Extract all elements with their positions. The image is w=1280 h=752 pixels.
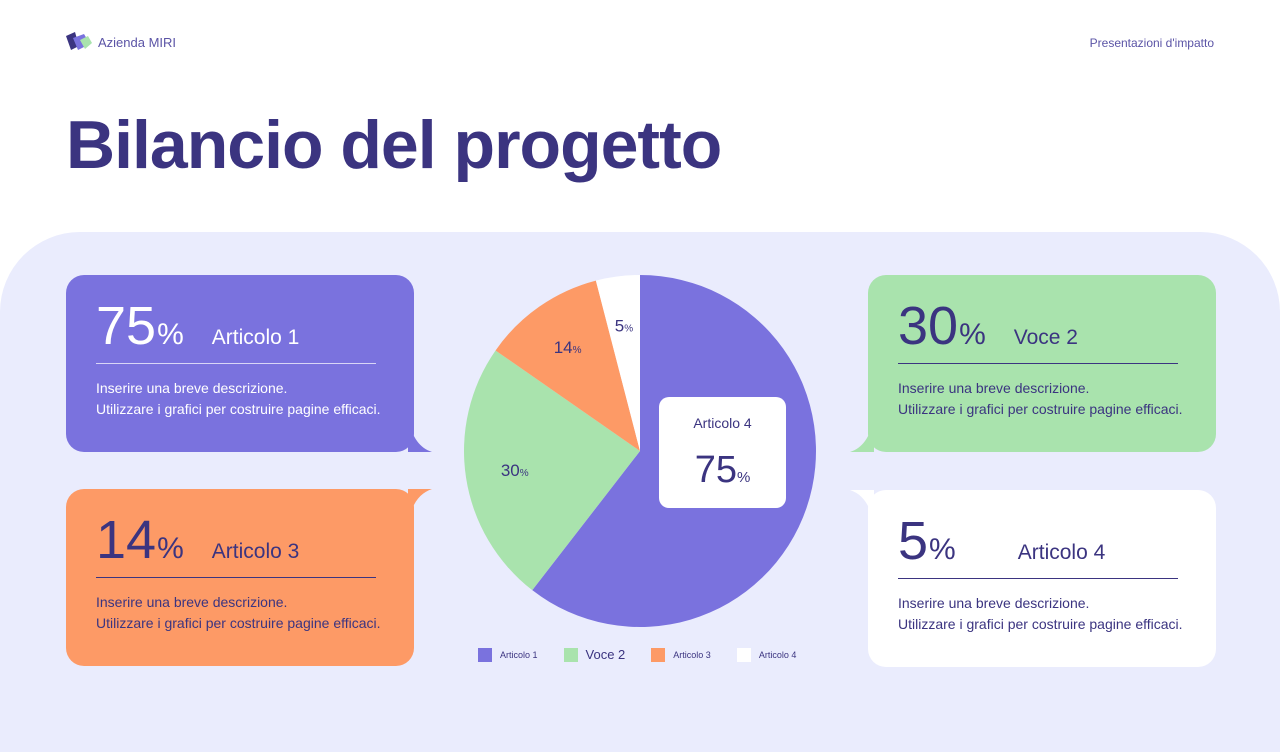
card-articolo-4: 5 % Articolo 4 Inserire una breve descri…	[850, 490, 1216, 667]
slice-voce-2	[463, 350, 640, 591]
brand: Azienda MIRI	[66, 32, 176, 52]
card-voce-2: 30 % Voce 2 Inserire una breve descrizio…	[850, 275, 1216, 452]
legend-swatch	[736, 647, 751, 662]
legend-label: Articolo 4	[758, 649, 797, 660]
card-tail	[408, 489, 432, 523]
card-value: 30	[898, 296, 959, 356]
card-value: 14	[96, 510, 157, 570]
card-description: Inserire una breve descrizione. Utilizza…	[898, 593, 1186, 635]
card-divider	[96, 577, 376, 578]
card-label: Articolo 3	[211, 540, 300, 563]
card-description-line: Utilizzare i grafici per costruire pagin…	[898, 616, 1183, 632]
card-tail	[850, 418, 874, 452]
card-unit: %	[959, 318, 986, 351]
card-description: Inserire una breve descrizione. Utilizza…	[898, 378, 1186, 420]
card-value: 75	[96, 296, 157, 356]
legend-item: Articolo 1	[478, 647, 538, 662]
brand-name: Azienda MIRI	[98, 34, 177, 50]
card-value: 5	[898, 511, 929, 571]
card-description: Inserire una breve descrizione. Utilizza…	[96, 592, 384, 634]
card-label: Articolo 1	[211, 326, 300, 349]
callout-value: 75	[694, 449, 737, 491]
card-description-line: Inserire una breve descrizione.	[96, 594, 288, 610]
pie-value-label: 5%	[615, 316, 633, 335]
legend-swatch	[478, 647, 492, 662]
callout-unit: %	[736, 469, 751, 486]
card-description: Inserire una breve descrizione. Utilizza…	[96, 378, 384, 420]
card-description-line: Utilizzare i grafici per costruire pagin…	[96, 401, 381, 417]
legend-label: Articolo 3	[673, 649, 711, 660]
card-description-line: Utilizzare i grafici per costruire pagin…	[898, 401, 1183, 417]
tagline: Presentazioni d'impatto	[1089, 36, 1214, 50]
pie-value-label: 14%	[554, 338, 582, 357]
callout-label: Articolo 4	[693, 415, 752, 431]
card-tail	[408, 418, 432, 452]
card-divider	[898, 363, 1178, 364]
legend-item: Articolo 4	[736, 647, 797, 662]
legend-swatch	[651, 647, 666, 662]
card-label: Voce 2	[1013, 326, 1078, 349]
pie-callout: Articolo 4 75%	[659, 397, 786, 508]
card-label: Articolo 4	[1017, 541, 1106, 564]
pie-value-label: 30%	[501, 461, 529, 480]
brand-logo-icon	[66, 32, 92, 52]
legend-item: Articolo 3	[651, 647, 711, 662]
card-description-line: Inserire una breve descrizione.	[96, 380, 288, 396]
legend-label: Articolo 1	[500, 649, 538, 660]
card-description-line: Inserire una breve descrizione.	[898, 595, 1090, 611]
legend-item: Voce 2	[563, 647, 626, 662]
card-articolo-1: 75 % Articolo 1 Inserire una breve descr…	[66, 275, 432, 452]
legend-swatch	[563, 647, 578, 662]
slice-articolo-4	[595, 275, 640, 451]
card-articolo-3: 14 % Articolo 3 Inserire una breve descr…	[66, 489, 432, 666]
card-unit: %	[157, 318, 184, 351]
card-unit: %	[157, 532, 184, 565]
card-tail	[850, 490, 874, 524]
card-divider	[96, 363, 376, 364]
card-unit: %	[929, 533, 956, 566]
card-divider	[898, 578, 1178, 579]
card-description-line: Inserire una breve descrizione.	[898, 380, 1090, 396]
slice-articolo-3	[495, 280, 640, 451]
chart-legend: Articolo 1 Voce 2 Articolo 3 Articolo 4	[478, 647, 796, 662]
card-description-line: Utilizzare i grafici per costruire pagin…	[96, 615, 381, 631]
legend-label: Voce 2	[585, 647, 626, 662]
page-title: Bilancio del progetto	[66, 107, 722, 183]
